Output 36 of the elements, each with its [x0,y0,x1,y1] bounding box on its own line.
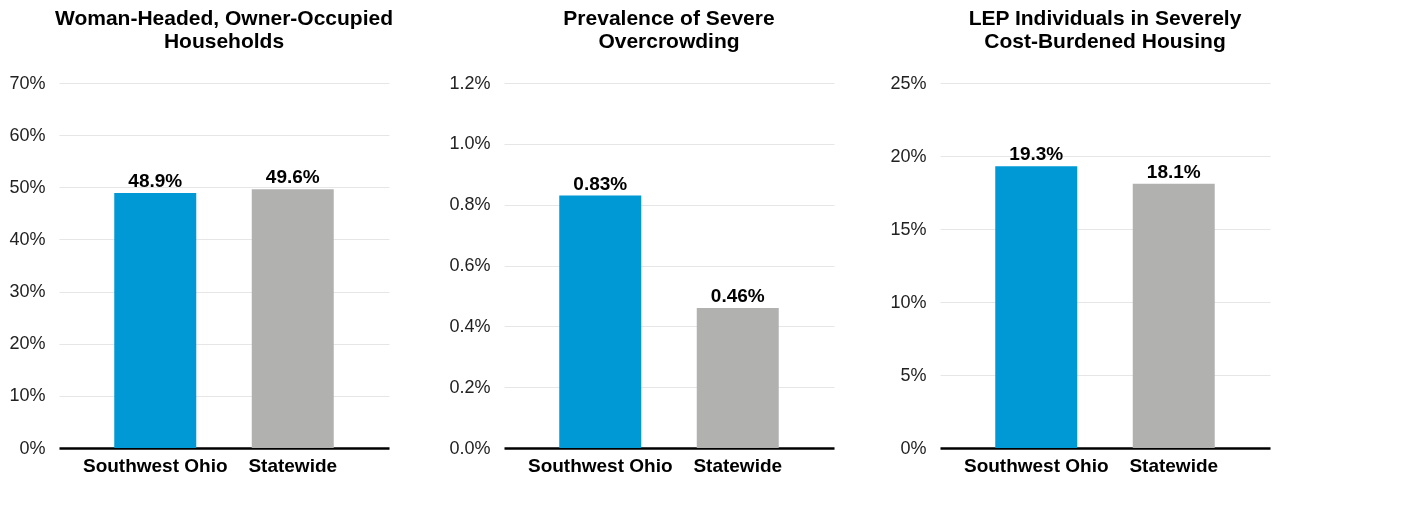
y-tick-label: 30% [9,281,46,302]
y-tick-label: 0.0% [449,437,491,458]
y-tick-label: 20% [9,333,46,354]
x-tick-label: Statewide [248,454,338,476]
y-tick-label: 10% [890,291,927,312]
y-tick-label: 5% [900,364,927,385]
y-tick-label: 1.0% [449,133,491,154]
x-tick-label: Statewide [1129,454,1219,476]
y-tick-label: 50% [9,176,46,197]
y-tick-label: 0.8% [449,194,491,215]
y-tick-label: 60% [9,124,46,145]
y-tick-label: 10% [9,385,46,406]
y-tick-label: 0.6% [449,255,491,275]
y-tick-label: 40% [9,228,46,249]
data-label: 0.83% [573,172,628,194]
chart-title: LEP Individuals in Severely Cost-Burdened Housing [968,6,1242,52]
x-tick-label: Southwest Ohio [82,454,228,476]
data-label: 0.46% [710,285,765,307]
y-tick-label: 0.4% [449,315,491,336]
data-label: 49.6% [265,166,320,188]
y-tick-label: 1.2% [449,72,491,93]
y-tick-label: 0% [19,437,46,458]
y-tick-label: 0.2% [449,376,491,397]
y-tick-label: 25% [890,72,927,93]
x-tick-label: Southwest Ohio [527,454,673,476]
x-tick-label: Statewide [693,454,783,476]
data-label: 19.3% [1009,143,1064,165]
y-tick-label: 70% [9,72,46,93]
chart-title: Woman-Headed, Owner-Occupied Households [55,6,393,52]
x-tick-label: Southwest Ohio [963,454,1109,476]
data-label: 48.9% [128,170,183,192]
data-label: 18.1% [1146,160,1201,182]
y-tick-label: 20% [890,145,927,166]
chart-title: Prevalence of Severe Overcrowding [563,6,775,52]
y-tick-label: 15% [890,218,927,239]
y-tick-label: 0% [900,437,927,458]
